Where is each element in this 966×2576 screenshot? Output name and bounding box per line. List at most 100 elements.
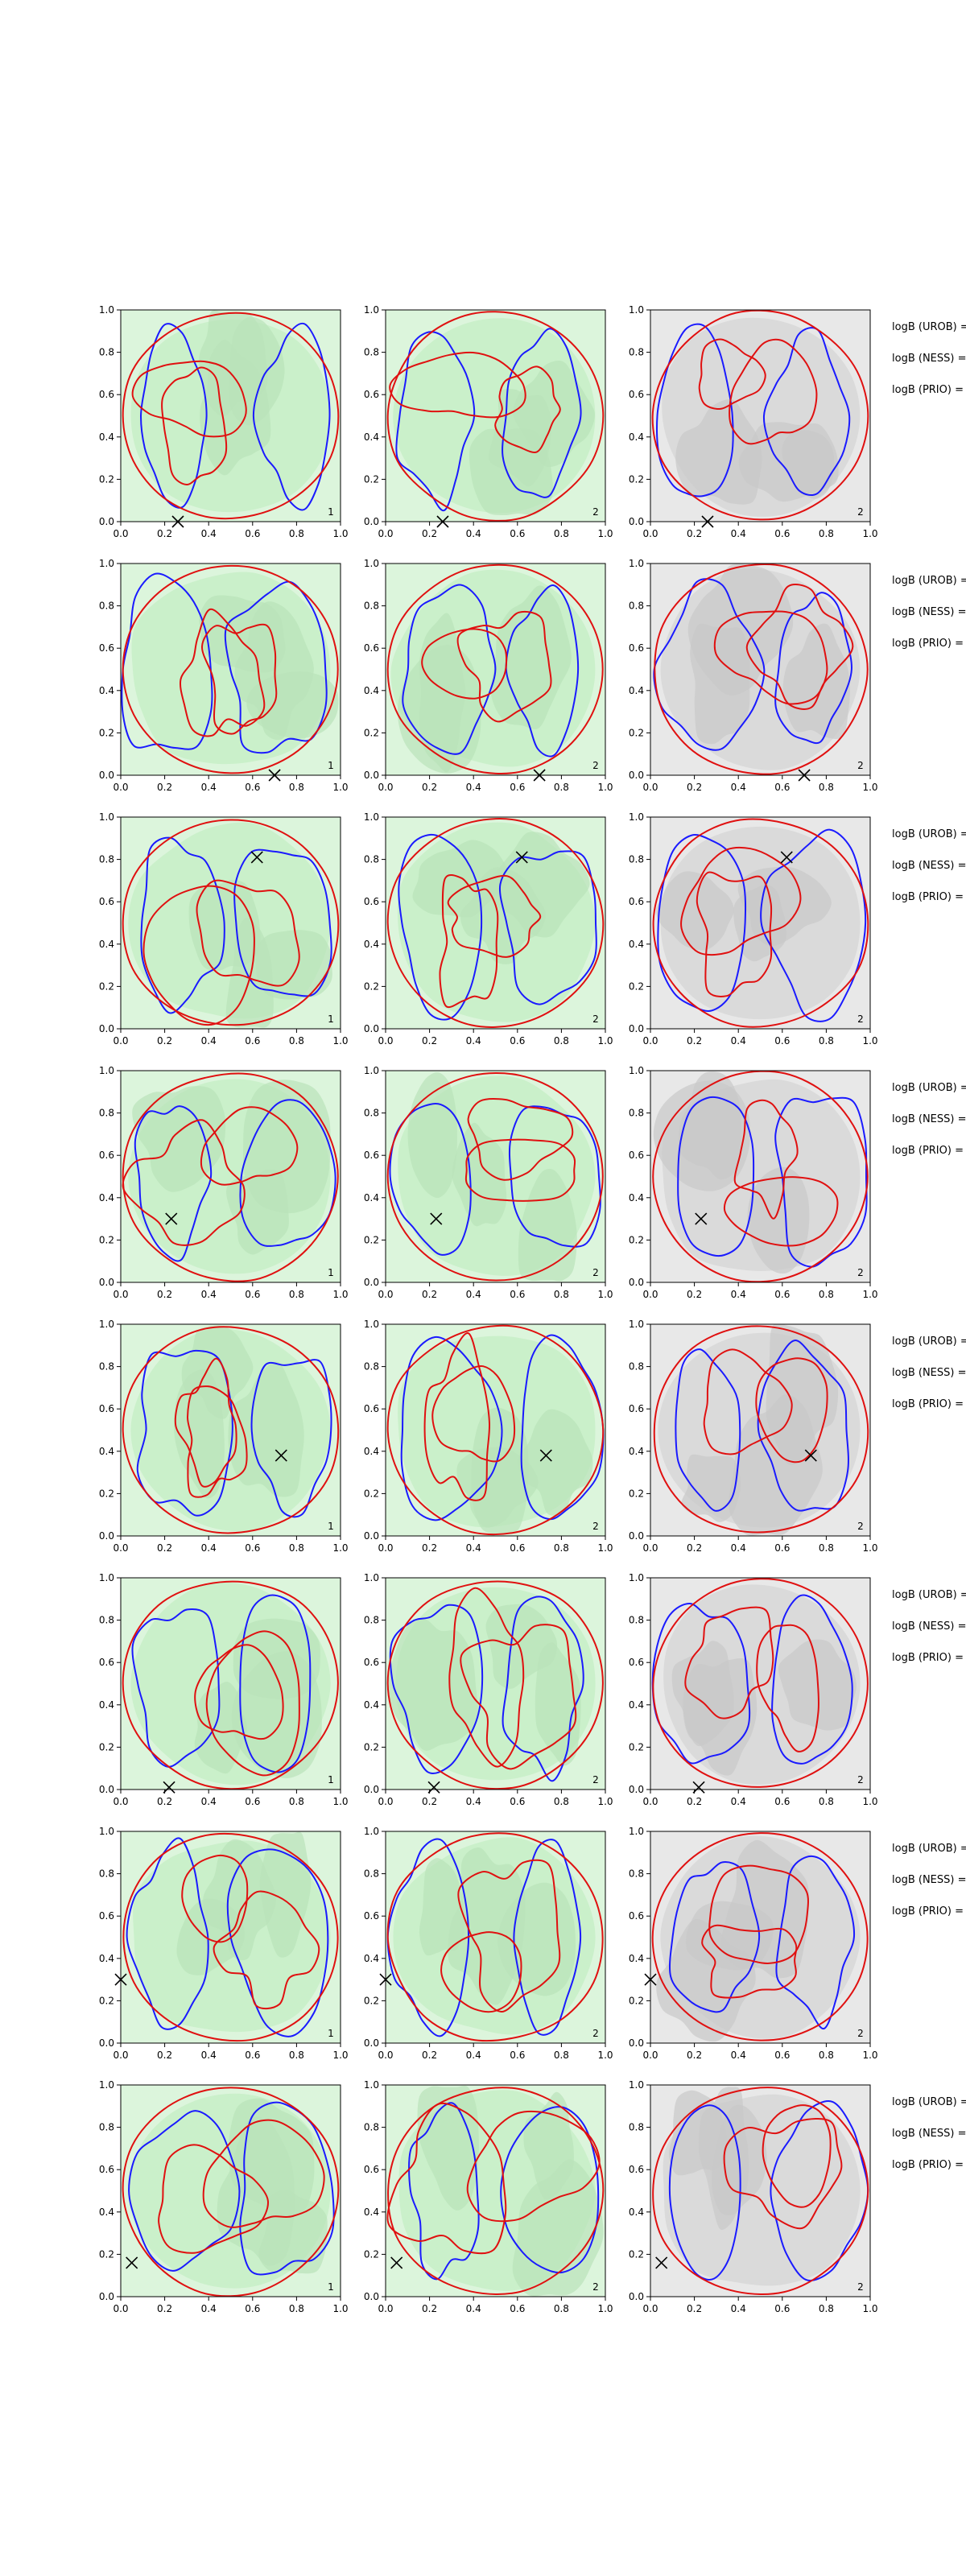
y-tick-label: 0.8 <box>99 347 114 358</box>
y-tick-label: 0.8 <box>99 1108 114 1119</box>
density-core <box>690 623 750 745</box>
x-tick-label: 0.4 <box>201 2050 217 2061</box>
marker-x <box>250 851 263 864</box>
y-tick-label: 0.8 <box>629 854 644 865</box>
x-tick-label: 0.2 <box>422 1796 437 1807</box>
y-tick-label: 0.0 <box>629 1277 644 1288</box>
x-tick-label: 0.0 <box>113 782 128 793</box>
contour-blue <box>677 1096 755 1257</box>
contour-blue <box>656 323 734 497</box>
density-core <box>668 2090 729 2176</box>
panel-corner-label: 2 <box>857 2028 864 2039</box>
y-tick-label: 0.0 <box>99 1530 114 1542</box>
x-tick-label: 0.4 <box>731 782 746 793</box>
x-tick-label: 0.0 <box>113 1289 128 1300</box>
y-tick-label: 0.4 <box>364 1192 379 1203</box>
marker-x <box>692 1781 705 1794</box>
side-label: logB (UROB) = <box>892 2096 966 2108</box>
x-tick-label: 0.0 <box>642 2050 658 2061</box>
axes-frame <box>650 563 871 776</box>
side-label: logB (NESS) = <box>892 1620 966 1633</box>
side-label: logB (UROB) = <box>892 1843 966 1855</box>
contour-red <box>756 1624 820 1752</box>
contour-red <box>733 1099 799 1220</box>
x-tick-label: 0.8 <box>289 528 304 539</box>
density-core <box>407 1072 457 1199</box>
axes-frame <box>385 2084 606 2297</box>
x-tick-label: 0.4 <box>201 782 217 793</box>
density-core <box>242 1080 331 1214</box>
y-tick-label: 1.0 <box>629 1572 644 1583</box>
y-tick-label: 0.0 <box>629 1784 644 1795</box>
x-tick-label: 0.2 <box>687 782 702 793</box>
axes-frame <box>385 563 606 776</box>
x-tick-label: 0.8 <box>554 1796 569 1807</box>
x-tick-label: 0.8 <box>554 782 569 793</box>
y-tick-label: 0.4 <box>99 685 114 696</box>
density-core <box>675 398 762 505</box>
x-tick-label: 0.4 <box>466 1542 481 1554</box>
x-tick-label: 0.0 <box>378 2050 393 2061</box>
contour-red <box>745 584 854 710</box>
y-tick-label: 0.8 <box>629 1108 644 1119</box>
x-tick-label: 0.6 <box>510 782 525 793</box>
density-core <box>419 613 466 773</box>
axes-frame <box>120 309 341 522</box>
x-tick-label: 0.0 <box>378 528 393 539</box>
y-tick-label: 0.8 <box>99 1361 114 1373</box>
y-tick-label: 0.0 <box>629 1023 644 1034</box>
x-tick-label: 1.0 <box>597 2303 613 2314</box>
y-tick-label: 0.0 <box>364 1277 379 1288</box>
x-tick-label: 1.0 <box>597 1035 613 1046</box>
x-tick-label: 0.2 <box>422 2050 437 2061</box>
contour-red <box>213 1890 320 2010</box>
contour-red <box>421 628 508 700</box>
x-tick-label: 0.2 <box>422 1289 437 1300</box>
side-label: logB (NESS) = <box>892 2128 966 2140</box>
axes-frame <box>385 309 606 522</box>
x-tick-label: 1.0 <box>332 1796 348 1807</box>
x-tick-label: 0.6 <box>510 1542 525 1554</box>
contour-red <box>703 1348 793 1455</box>
x-tick-label: 0.6 <box>245 782 260 793</box>
contour-red <box>180 608 266 737</box>
marker-x <box>427 1781 440 1794</box>
contour-red-outer <box>386 818 605 1028</box>
contour-red-outer <box>652 2087 869 2296</box>
axes-frame <box>650 2084 871 2297</box>
y-tick-label: 0.2 <box>629 2248 644 2260</box>
density-core <box>518 1168 577 1282</box>
density-core <box>747 1166 810 1274</box>
contour-red-outer <box>122 1832 339 2042</box>
contour-red <box>440 1931 522 2013</box>
x-tick-label: 0.2 <box>157 1542 172 1554</box>
contour-red <box>729 338 818 445</box>
y-tick-label: 1.0 <box>99 811 114 823</box>
contour-red <box>122 1119 246 1246</box>
side-label: logB (UROB) = <box>892 1589 966 1601</box>
x-tick-label: 0.2 <box>422 528 437 539</box>
y-tick-label: 0.6 <box>99 1910 114 1922</box>
y-tick-label: 0.4 <box>364 1953 379 1964</box>
y-tick-label: 0.2 <box>629 727 644 738</box>
contour-red-outer <box>386 564 604 775</box>
contour-red-outer <box>122 1072 339 1282</box>
panel-corner-label: 2 <box>592 1267 599 1278</box>
x-tick-label: 0.2 <box>687 1035 702 1046</box>
y-tick-label: 1.0 <box>99 1572 114 1583</box>
side-labels-row-6: logB (UROB) = logB (NESS) = logB (PRIO) = <box>892 1589 966 1664</box>
y-tick-label: 0.4 <box>629 1192 644 1203</box>
panel-r5-c2: 2 0.0 0.2 0.4 0.6 0.8 1.0 0.0 0.2 0.4 0.6 0.8 1.0 <box>364 1319 613 1554</box>
contour-blue <box>239 1594 312 1773</box>
contour-red-outer <box>386 1580 604 1790</box>
x-tick-label: 0.0 <box>378 2303 393 2314</box>
axes-frame <box>385 1323 606 1537</box>
panel-corner-label: 2 <box>592 1774 599 1785</box>
axes-frame <box>120 816 341 1030</box>
contour-blue <box>136 1349 233 1517</box>
contour-red <box>186 1385 248 1498</box>
contour-blue <box>498 850 597 1005</box>
y-tick-label: 0.2 <box>629 1741 644 1752</box>
contour-red <box>200 623 278 735</box>
side-label: logB (NESS) = <box>892 1874 966 1886</box>
